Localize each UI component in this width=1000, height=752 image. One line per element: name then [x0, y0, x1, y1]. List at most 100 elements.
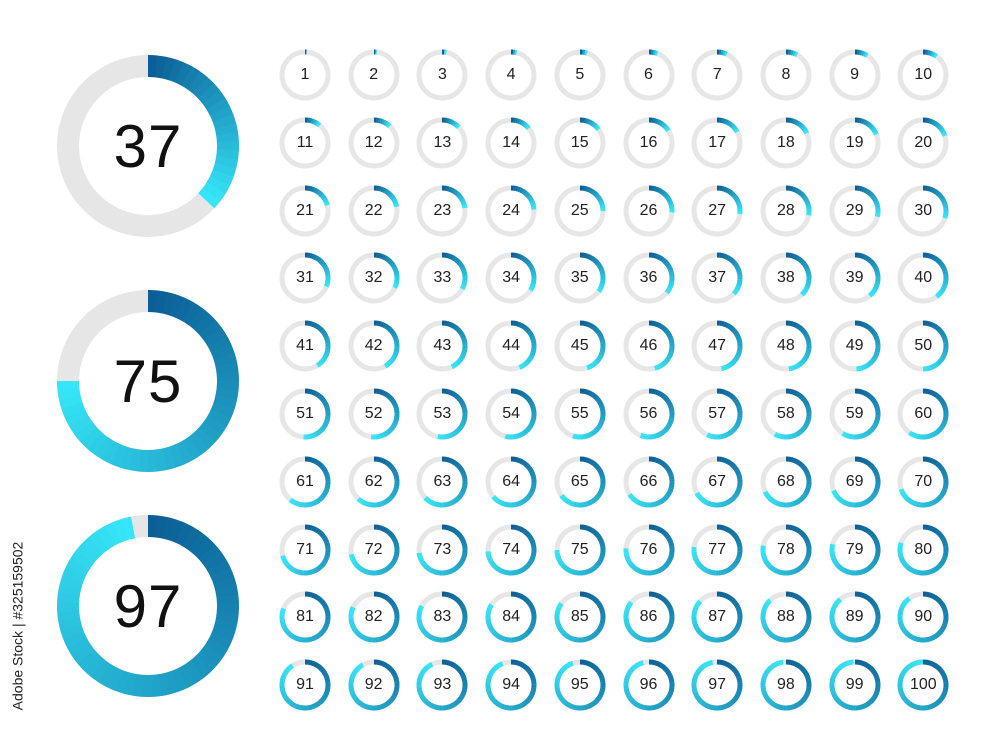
- small-progress-arc: [348, 591, 400, 643]
- small-ring-value: 6: [644, 66, 653, 83]
- small-ring-value: 71: [296, 540, 314, 558]
- small-progress-arc: [423, 456, 468, 508]
- small-ring-value: 48: [776, 337, 795, 355]
- small-ring-graphic: [348, 659, 400, 711]
- small-progress-arc: [829, 659, 881, 711]
- small-progress-arc: [717, 117, 740, 133]
- small-progress-arc: [579, 320, 606, 371]
- small-progress-ring: 33: [413, 249, 471, 307]
- small-progress-arc: [579, 185, 606, 211]
- small-ring-value: 17: [708, 133, 727, 151]
- small-progress-ring: 63: [413, 453, 471, 511]
- small-progress-ring: 59: [826, 385, 884, 443]
- small-ring-graphic: [416, 659, 468, 711]
- small-ring-value: 35: [570, 269, 589, 287]
- small-progress-arc: [579, 49, 588, 56]
- small-track: [485, 185, 537, 237]
- small-ring-value: 24: [502, 201, 520, 219]
- small-progress-ring: 4: [482, 46, 540, 104]
- small-ring-graphic: [485, 117, 537, 169]
- small-progress-ring: 91: [276, 656, 334, 714]
- small-ring-graphic: [897, 388, 949, 440]
- small-ring-value: 13: [433, 133, 452, 151]
- small-progress-ring: 85: [551, 588, 609, 646]
- small-ring-value: 69: [845, 472, 864, 490]
- small-progress-ring: 73: [413, 521, 471, 579]
- small-ring-graphic: [760, 320, 812, 372]
- small-progress-ring: 41: [276, 317, 334, 375]
- small-progress-ring: 51: [276, 385, 334, 443]
- small-progress-ring: 12: [345, 114, 403, 172]
- small-progress-arc: [373, 117, 392, 128]
- small-ring-graphic: [554, 185, 606, 237]
- small-ring-graphic: [416, 49, 468, 101]
- small-progress-ring: 64: [482, 453, 540, 511]
- small-progress-ring: 38: [757, 249, 815, 307]
- small-progress-arc: [485, 524, 537, 576]
- small-progress-ring: 92: [345, 656, 403, 714]
- small-progress-arc: [304, 185, 330, 206]
- small-ring-graphic: [279, 591, 331, 643]
- small-ring-value: 52: [364, 405, 383, 422]
- small-ring-value: 3: [437, 66, 447, 83]
- small-ring-value: 63: [433, 472, 452, 490]
- small-progress-ring: 86: [620, 588, 678, 646]
- small-progress-arc: [485, 591, 537, 643]
- small-ring-value: 25: [570, 201, 589, 219]
- small-progress-ring: 94: [482, 656, 540, 714]
- small-track: [485, 49, 537, 101]
- small-progress-ring: 61: [276, 453, 334, 511]
- small-ring-value: 66: [639, 472, 658, 490]
- small-progress-ring: 68: [757, 453, 815, 511]
- small-progress-arc: [279, 659, 331, 711]
- small-progress-arc: [908, 388, 949, 440]
- small-ring-graphic: [691, 320, 743, 372]
- small-progress-arc: [491, 456, 537, 508]
- small-ring-value: 86: [639, 608, 658, 626]
- watermark-text: Adobe Stock | #325159502: [9, 541, 26, 711]
- small-ring-value: 78: [776, 540, 795, 558]
- small-progress-ring: 27: [688, 182, 746, 240]
- small-progress-arc: [854, 320, 881, 372]
- small-ring-value: 28: [776, 201, 795, 219]
- small-ring-value: 11: [296, 133, 314, 151]
- small-progress-ring: 81: [276, 588, 334, 646]
- small-progress-ring: 74: [482, 521, 540, 579]
- small-progress-arc: [840, 388, 881, 440]
- small-ring-value: 23: [433, 201, 452, 219]
- small-progress-ring: 46: [620, 317, 678, 375]
- small-ring-graphic: [485, 49, 537, 101]
- small-ring-graphic: [897, 320, 949, 372]
- small-progress-ring: 56: [620, 385, 678, 443]
- small-ring-graphic: [760, 659, 812, 711]
- small-progress-arc: [356, 456, 400, 508]
- small-ring-graphic: [279, 388, 331, 440]
- small-ring-value: 59: [845, 405, 864, 422]
- small-ring-value: 68: [776, 472, 795, 490]
- small-ring-graphic: [760, 49, 812, 101]
- small-progress-ring: 32: [345, 249, 403, 307]
- small-ring-value: 99: [845, 676, 864, 694]
- small-progress-ring: 13: [413, 114, 471, 172]
- large-progress-arc: [57, 515, 239, 697]
- small-progress-ring: 37: [688, 249, 746, 307]
- small-ring-value: 83: [433, 608, 452, 626]
- small-ring-value: 32: [364, 269, 383, 287]
- small-ring-graphic: [279, 524, 331, 576]
- small-ring-graphic: [348, 49, 400, 101]
- small-progress-ring: 20: [894, 114, 952, 172]
- small-ring-graphic: [691, 117, 743, 169]
- small-ring-value: 50: [914, 337, 933, 355]
- small-progress-ring: 77: [688, 521, 746, 579]
- small-ring-value: 80: [914, 540, 933, 558]
- small-ring-graphic: [279, 456, 331, 508]
- small-progress-ring: 67: [688, 453, 746, 511]
- small-ring-value: 94: [502, 676, 520, 694]
- small-progress-arc: [373, 320, 400, 369]
- small-ring-graphic: [760, 456, 812, 508]
- small-progress-ring: 95: [551, 656, 609, 714]
- small-progress-arc: [897, 524, 949, 576]
- small-ring-value: 9: [850, 66, 860, 83]
- small-ring-value: 88: [776, 608, 795, 626]
